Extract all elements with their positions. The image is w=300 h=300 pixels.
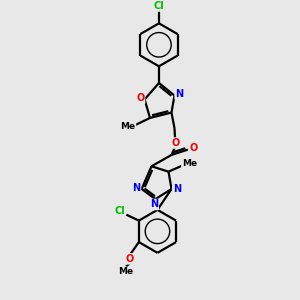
- Text: N: N: [132, 183, 140, 193]
- Text: Me: Me: [182, 159, 197, 168]
- Text: Cl: Cl: [114, 206, 125, 216]
- Text: N: N: [175, 89, 183, 99]
- Text: O: O: [189, 143, 197, 153]
- Text: N: N: [173, 184, 181, 194]
- Text: Me: Me: [120, 122, 136, 131]
- Text: Cl: Cl: [154, 1, 164, 11]
- Text: Me: Me: [118, 267, 133, 276]
- Text: N: N: [150, 200, 158, 209]
- Text: O: O: [172, 138, 180, 148]
- Text: O: O: [125, 254, 134, 264]
- Text: O: O: [136, 93, 145, 103]
